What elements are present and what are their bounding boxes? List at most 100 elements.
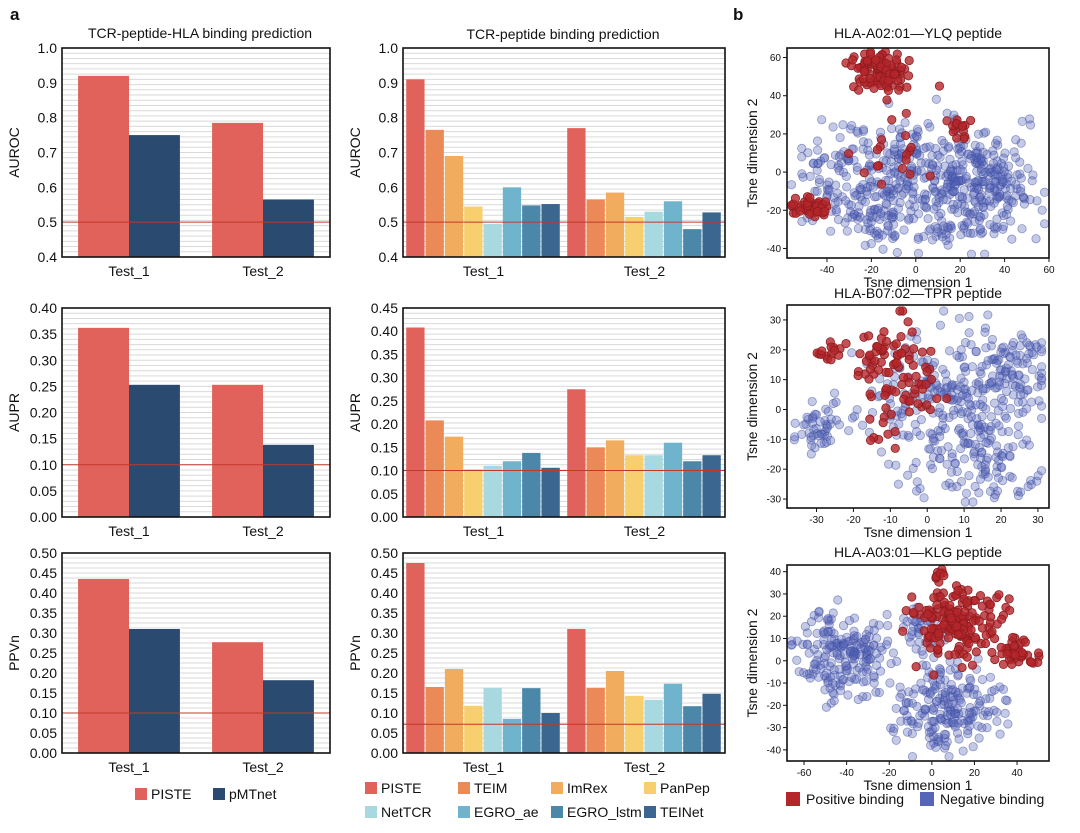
x-tick-label: Test_2 xyxy=(624,263,665,279)
point-negative xyxy=(957,407,968,417)
point-negative xyxy=(858,144,868,154)
point-negative xyxy=(946,166,956,176)
point-negative xyxy=(883,210,893,220)
point-negative xyxy=(825,640,835,650)
point-positive xyxy=(933,628,944,638)
point-negative xyxy=(904,687,914,697)
point-positive xyxy=(876,333,887,343)
x-axis-label: Tsne dimension 1 xyxy=(864,777,973,793)
x-tick-label: 40 xyxy=(999,265,1011,276)
x-tick-label: -20 xyxy=(882,768,897,779)
point-negative xyxy=(980,167,991,177)
point-negative xyxy=(1007,473,1017,483)
point-negative xyxy=(902,727,913,737)
bar-egro_ae-test_2 xyxy=(663,442,683,517)
legend-swatch-piste xyxy=(365,782,377,794)
point-negative xyxy=(810,186,820,196)
point-negative xyxy=(938,364,948,374)
point-negative xyxy=(828,122,838,132)
y-tick-label: 0.25 xyxy=(30,378,57,394)
y-tick-label: 0 xyxy=(775,405,781,416)
point-negative xyxy=(895,198,905,208)
x-tick-label: Test_1 xyxy=(108,523,149,539)
scatter-yLQ: -40 -20 0 20 40 60 -40 -20 0 20 40 60 HLA-A02:01—YLQ… xyxy=(744,25,1055,290)
y-tick-label: 0.7 xyxy=(379,145,399,161)
point-positive xyxy=(865,389,875,399)
y-tick-label: 0.10 xyxy=(30,705,57,721)
point-negative xyxy=(929,204,939,214)
point-negative xyxy=(923,722,934,732)
point-negative xyxy=(957,352,967,362)
bar-teinet-test_1 xyxy=(541,467,560,517)
point-negative xyxy=(807,396,817,407)
point-negative xyxy=(933,446,943,456)
point-negative xyxy=(865,208,875,218)
point-positive xyxy=(910,384,920,394)
point-positive xyxy=(865,73,875,84)
point-negative xyxy=(985,486,996,496)
point-negative xyxy=(792,655,802,665)
point-negative xyxy=(960,497,970,507)
y-tick-label: 0.25 xyxy=(371,393,398,409)
point-negative xyxy=(850,191,860,201)
point-negative xyxy=(869,671,879,681)
point-positive xyxy=(859,168,869,178)
point-negative xyxy=(986,412,997,422)
legend-swatch-negative xyxy=(920,792,934,806)
legend-label-pmtnet: pMTnet xyxy=(229,786,277,802)
point-negative xyxy=(939,138,949,148)
scatter-title: HLA-A02:01—YLQ peptide xyxy=(834,25,1002,41)
point-negative xyxy=(1009,147,1019,157)
point-negative xyxy=(826,414,836,424)
x-tick-label: Test_2 xyxy=(624,523,665,539)
point-negative xyxy=(931,94,941,104)
point-negative xyxy=(987,686,997,697)
point-negative xyxy=(941,229,951,239)
point-positive xyxy=(903,71,914,81)
point-negative xyxy=(1039,187,1050,197)
y-tick-label: 0.40 xyxy=(30,300,57,316)
point-negative xyxy=(888,726,898,737)
point-negative xyxy=(1015,169,1025,179)
point-negative xyxy=(943,240,953,250)
point-negative xyxy=(947,379,957,390)
point-negative xyxy=(1022,358,1032,368)
point-negative xyxy=(853,694,863,705)
point-positive xyxy=(986,612,996,622)
point-negative xyxy=(935,675,945,685)
point-negative xyxy=(921,661,931,671)
point-negative xyxy=(998,153,1009,163)
point-positive xyxy=(904,354,914,365)
point-negative xyxy=(888,648,898,658)
point-negative xyxy=(846,672,857,682)
x-tick-label: Test_1 xyxy=(463,759,504,775)
point-negative xyxy=(867,212,877,222)
point-positive xyxy=(897,163,908,174)
y-axis-label: AUPR xyxy=(6,393,22,432)
point-negative xyxy=(903,470,913,480)
point-negative xyxy=(1037,380,1047,391)
point-negative xyxy=(1005,403,1016,414)
point-negative xyxy=(959,185,969,195)
point-negative xyxy=(957,156,967,167)
point-negative xyxy=(992,194,1002,204)
point-positive xyxy=(865,350,875,360)
x-tick-label: 60 xyxy=(1043,265,1055,276)
bar-panpep-test_1 xyxy=(464,705,483,753)
x-tick-label: Test_2 xyxy=(242,263,283,279)
point-negative xyxy=(888,185,899,196)
point-positive xyxy=(985,599,996,610)
point-negative xyxy=(954,352,964,363)
point-negative xyxy=(935,320,946,330)
point-negative xyxy=(890,139,900,149)
point-negative xyxy=(1037,338,1047,348)
point-negative xyxy=(814,174,825,185)
point-negative xyxy=(1023,385,1033,395)
legend-label-positive: Positive binding xyxy=(806,791,904,807)
point-negative xyxy=(925,689,935,699)
x-tick-label: 0 xyxy=(913,265,919,276)
y-tick-label: 0.15 xyxy=(371,439,398,455)
point-positive xyxy=(817,346,827,356)
bar-egro_lstm-test_2 xyxy=(683,706,702,753)
point-positive xyxy=(1033,648,1044,658)
